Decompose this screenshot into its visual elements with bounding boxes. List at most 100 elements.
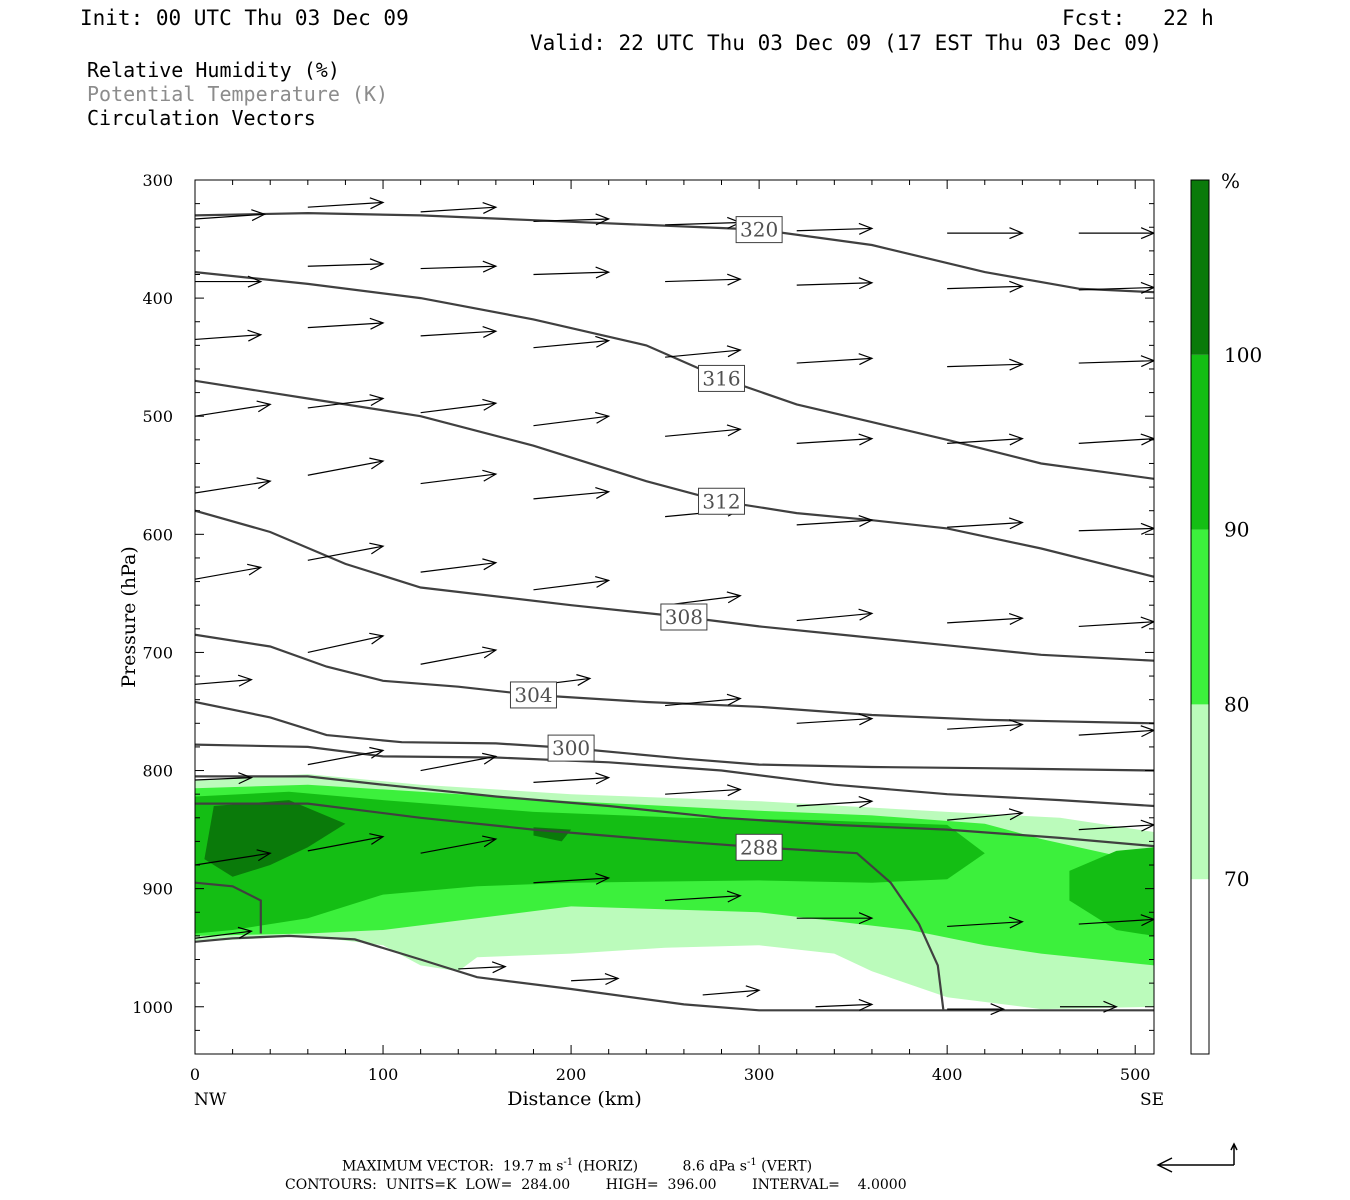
colorbar-label: 90 [1224,518,1249,542]
circulation-vector [1078,433,1154,446]
circulation-vector [947,358,1024,371]
circulation-vector [533,335,611,349]
colorbar-frame [1190,179,1210,1055]
circulation-vector [1078,227,1154,240]
circulation-vector [195,772,253,785]
circulation-vector [195,329,263,342]
circulation-vector [665,345,742,358]
theta-label-312: 312 [698,487,746,515]
circulation-vector [195,275,263,288]
contours-info-text: CONTOURS: UNITS=K LOW= 284.00 HIGH= 396.… [285,1177,907,1193]
max-vector-part1: MAXIMUM VECTOR: 19.7 m s [342,1158,564,1175]
max-vector-sup1: -1 [563,1157,574,1168]
circulation-vector [947,517,1024,530]
y-tick-label: 800 [142,762,173,781]
circulation-vector [307,632,385,654]
theta-isoline-9 [195,881,262,934]
theta-isoline-304 [195,633,1154,725]
legend-potential-temperature: Potential Temperature (K) [87,82,389,106]
colorbar-segment [1191,879,1209,1054]
circulation-vector [307,394,385,409]
circulation-vector [947,433,1024,446]
circulation-vector [1078,914,1154,927]
theta-label-288: 288 [735,833,783,861]
circulation-vector [195,674,253,687]
circulation-vector [947,719,1024,732]
circulation-vector [796,433,874,446]
circulation-vector [307,258,385,271]
circulation-vector [1078,281,1154,294]
maximum-vector-text: MAXIMUM VECTOR: 19.7 m s-1 (HORIZ) 8.6 d… [342,1157,812,1175]
circulation-vector [796,353,874,366]
circulation-vector [195,209,267,222]
circulation-vector [307,746,385,766]
circulation-vector [796,277,874,290]
circulation-vector [947,808,1024,821]
y-tick-label: 1000 [132,998,173,1017]
colorbar-segment [1191,529,1209,705]
circulation-vector [195,400,272,417]
theta-label-316: 316 [698,364,746,392]
circulation-vector [796,912,874,925]
legend-relative-humidity: Relative Humidity (%) [87,58,340,82]
theta-isoline-6 [195,743,1154,808]
circulation-vector [947,916,1024,929]
circulation-vector [796,222,874,235]
svg-text:316: 316 [702,366,740,390]
circulation-vector [195,849,272,866]
circulation-vector [796,796,874,809]
y-tick-label: 300 [142,171,173,190]
valid-time-label: Valid: 22 UTC Thu 03 Dec 09 (17 EST Thu … [530,31,1163,55]
svg-text:308: 308 [665,605,703,629]
circulation-vector [665,890,742,903]
circulation-vector [796,608,874,622]
circulation-vector [1078,616,1154,629]
theta-isoline-320 [195,211,1154,294]
theta-label-308: 308 [660,603,708,631]
circulation-vector [420,646,498,665]
theta-label-320: 320 [735,216,783,244]
svg-text:300: 300 [552,736,590,760]
circulation-vector [533,487,611,500]
circulation-vector [420,260,498,273]
colorbar-segment [1191,704,1209,880]
circulation-vector [947,280,1024,293]
circulation-vector [1078,819,1154,832]
theta-isoline-7 [195,775,1154,848]
plot-frame [194,179,1155,1055]
circulation-vector [947,227,1024,240]
y-tick-label: 500 [142,407,173,426]
colorbar-label: 80 [1224,692,1249,716]
y-tick-label: 700 [142,643,173,662]
legend-circulation-vectors: Circulation Vectors [87,106,316,130]
colorbar-label: 70 [1224,867,1249,891]
theta-isoline-300 [195,700,1154,772]
circulation-vector [420,469,498,485]
circulation-vector [947,1003,1006,1016]
circulation-vector [307,317,385,330]
circulation-vector [665,273,742,286]
circulation-vector [815,998,874,1011]
circulation-vector [195,563,263,580]
circulation-vector [307,457,385,476]
colorbar-label: 100 [1224,343,1262,367]
init-label: Init: 00 UTC Thu 03 Dec 09 [80,6,409,30]
reference-vector-icon [1156,1142,1238,1173]
circulation-vector [420,398,498,414]
theta-label-300: 300 [547,734,595,762]
circulation-vector [533,213,611,226]
max-vector-part2: (HORIZ) 8.6 dPa s [573,1158,747,1175]
rh-region-90-2 [195,791,985,934]
colorbar-segment [1191,180,1209,355]
y-tick-label: 900 [142,880,173,899]
rh-region-90-3 [1069,847,1154,936]
circulation-vector [420,325,498,338]
max-vector-sup2: -1 [746,1157,757,1168]
y-tick-label: 600 [142,525,173,544]
circulation-vector [420,201,498,214]
colorbar-segment [1191,354,1209,530]
y-axis-label: Pressure (hPa) [118,546,140,688]
x-axis-label: Distance (km) [507,1088,642,1110]
circulation-vector [307,197,385,210]
